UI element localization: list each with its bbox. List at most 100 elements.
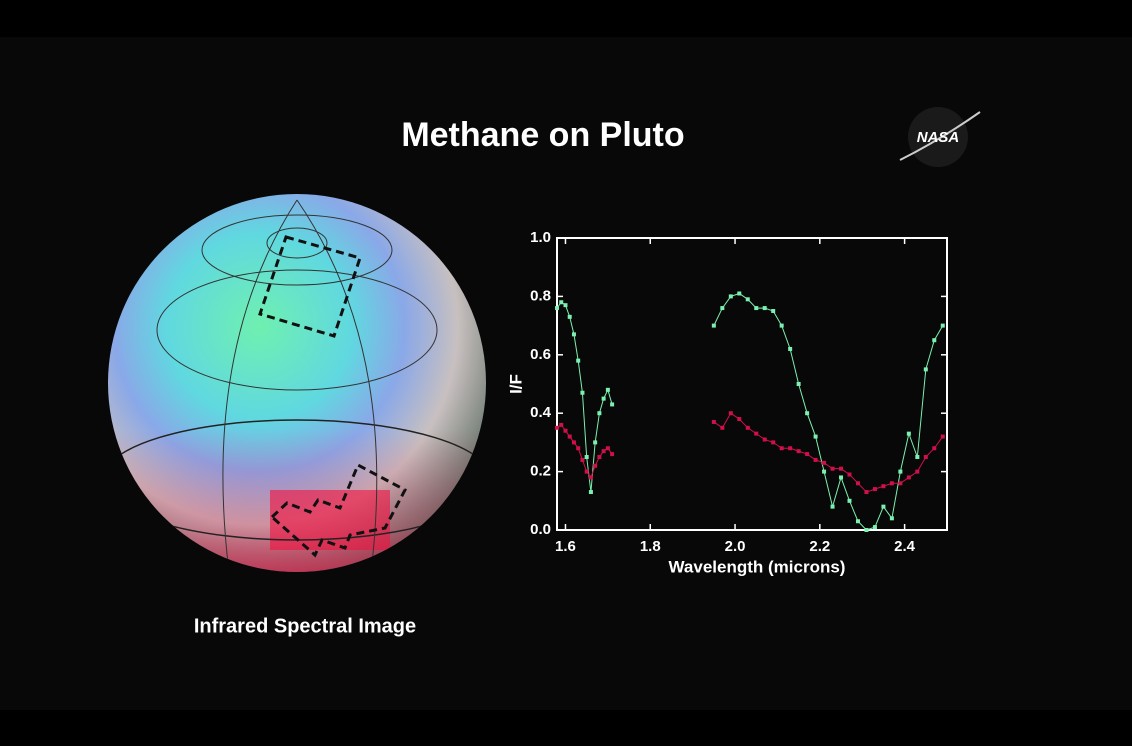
data-point (601, 449, 606, 454)
data-point (940, 434, 945, 439)
data-point (932, 338, 937, 343)
data-point (830, 466, 835, 471)
data-point (580, 390, 585, 395)
data-point (779, 446, 784, 451)
data-point (711, 323, 716, 328)
data-point (847, 498, 852, 503)
image-caption: Infrared Spectral Image (194, 615, 416, 637)
data-point (915, 469, 920, 474)
data-point (593, 440, 598, 445)
data-point (610, 452, 615, 457)
data-point (906, 431, 911, 436)
data-point (720, 306, 725, 311)
data-point (605, 446, 610, 451)
data-point (881, 504, 886, 509)
data-point (872, 525, 877, 530)
data-point (754, 306, 759, 311)
data-point (559, 300, 564, 305)
data-point (788, 446, 793, 451)
data-point (923, 367, 928, 372)
data-point (580, 457, 585, 462)
data-point (940, 323, 945, 328)
data-point (737, 417, 742, 422)
data-point (932, 446, 937, 451)
data-point (576, 358, 581, 363)
plot-frame (556, 237, 948, 531)
data-point (923, 455, 928, 459)
data-point (601, 396, 606, 401)
y-tick-label: 0.0 (530, 521, 551, 538)
data-point (855, 519, 860, 524)
data-point (847, 472, 852, 477)
data-point (771, 440, 776, 445)
data-point (855, 481, 860, 486)
data-point (597, 455, 602, 459)
data-point (898, 481, 903, 486)
x-axis-label: Wavelength (microns) (669, 557, 846, 576)
data-point (796, 382, 801, 386)
x-tick-label: 2.0 (725, 538, 746, 555)
data-point (915, 455, 920, 459)
nasa-logo: NASA (899, 107, 981, 167)
data-point (588, 475, 593, 480)
data-point (864, 528, 869, 532)
data-point (711, 419, 716, 424)
data-point (745, 425, 750, 430)
x-tick-label: 2.2 (809, 538, 830, 555)
data-point (872, 487, 877, 492)
data-point (788, 346, 793, 351)
data-point (720, 425, 725, 430)
data-point (805, 411, 810, 416)
data-point (605, 387, 610, 392)
data-point (889, 481, 894, 486)
data-point (881, 484, 886, 489)
data-point (796, 449, 801, 454)
data-point (779, 323, 784, 328)
data-point (771, 309, 776, 313)
data-point (822, 469, 827, 474)
data-point (813, 434, 818, 439)
x-tick-label: 2.4 (894, 538, 916, 555)
slide-title: Methane on Pluto (401, 116, 684, 154)
data-point (737, 291, 742, 296)
data-point (563, 428, 568, 433)
data-point (864, 490, 869, 495)
logo-text: NASA (917, 129, 960, 146)
data-point (728, 411, 733, 416)
data-point (563, 303, 568, 308)
data-point (555, 425, 559, 430)
data-point (839, 475, 844, 480)
data-point (728, 294, 733, 299)
y-tick-label: 1.0 (530, 229, 551, 246)
y-axis-label: I/F (506, 374, 525, 394)
data-point (830, 504, 835, 509)
y-tick-label: 0.8 (530, 287, 551, 304)
data-point (597, 411, 602, 416)
data-point (555, 306, 559, 311)
data-point (610, 402, 615, 407)
x-tick-label: 1.6 (555, 538, 576, 555)
data-point (762, 437, 767, 442)
data-point (576, 446, 581, 451)
data-point (567, 314, 572, 319)
x-tick-label: 1.8 (640, 538, 661, 555)
data-point (584, 455, 589, 459)
y-tick-label: 0.6 (530, 346, 551, 363)
data-point (805, 452, 810, 457)
data-point (584, 469, 589, 474)
data-point (571, 440, 576, 445)
data-point (571, 332, 576, 337)
data-point (567, 434, 572, 439)
data-point (588, 490, 593, 495)
data-point (839, 466, 844, 471)
data-point (813, 457, 818, 462)
data-point (754, 431, 759, 436)
y-tick-label: 0.4 (530, 404, 552, 421)
data-point (889, 516, 894, 521)
data-point (762, 306, 767, 311)
data-point (906, 475, 911, 480)
data-point (822, 460, 827, 465)
data-point (559, 422, 564, 427)
data-point (745, 297, 750, 302)
